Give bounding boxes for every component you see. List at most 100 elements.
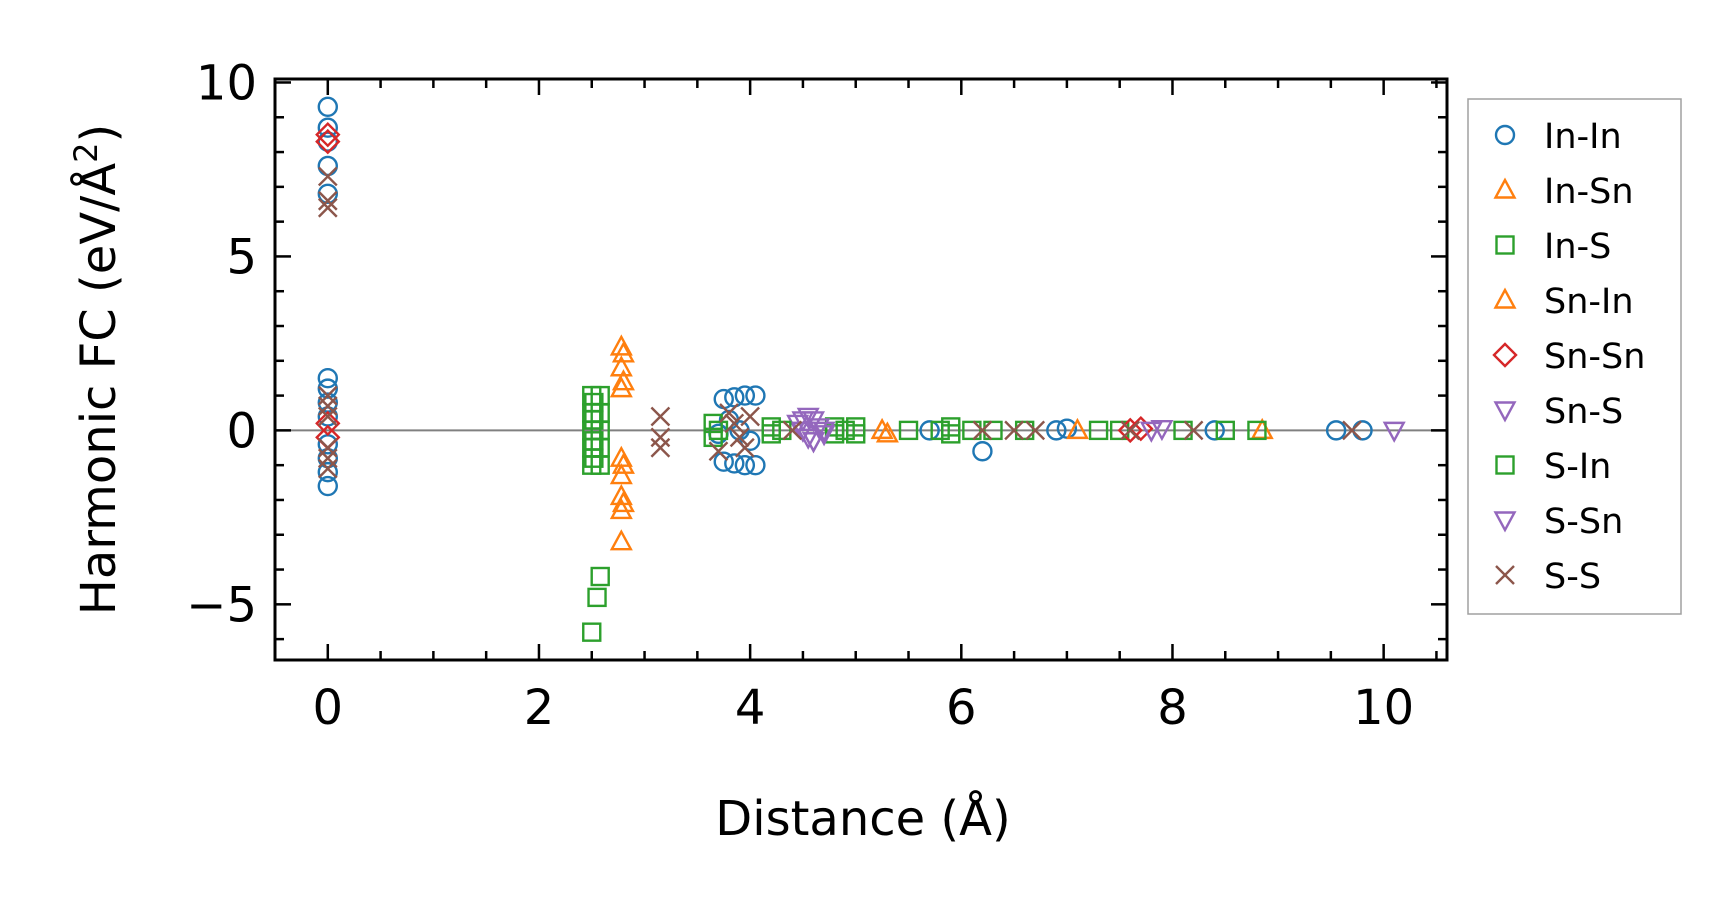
data-point bbox=[317, 461, 338, 483]
x-tick-label: 6 bbox=[946, 680, 977, 736]
data-point bbox=[972, 441, 993, 462]
legend-entry: In-S bbox=[1495, 227, 1611, 267]
data-point bbox=[772, 420, 792, 441]
legend-label: S-Sn bbox=[1544, 502, 1623, 542]
legend-marker bbox=[1494, 124, 1516, 146]
y-axis-label-main: Harmonic FC (eV/Å bbox=[70, 163, 127, 616]
data-point bbox=[1088, 420, 1109, 441]
legend-label: Sn-S bbox=[1544, 392, 1623, 432]
data-point bbox=[317, 378, 338, 399]
data-point bbox=[1247, 420, 1267, 441]
legend-entry: S-In bbox=[1495, 447, 1611, 487]
legend-entry: S-Sn bbox=[1493, 502, 1623, 542]
data-point bbox=[724, 453, 745, 474]
data-point bbox=[317, 406, 338, 427]
data-point bbox=[1109, 420, 1130, 441]
data-point bbox=[317, 96, 338, 118]
series-sn-sn bbox=[315, 121, 1154, 451]
data-point bbox=[919, 420, 940, 441]
data-point bbox=[734, 385, 756, 406]
data-point bbox=[729, 427, 750, 448]
legend-entry: Sn-S bbox=[1493, 392, 1623, 432]
data-point bbox=[796, 407, 820, 429]
x-tick-label: 8 bbox=[1157, 680, 1188, 736]
data-point bbox=[1128, 415, 1154, 442]
legend-label: Sn-In bbox=[1544, 282, 1634, 322]
y-axis-label-suffix: ) bbox=[71, 124, 127, 143]
plot-area: 0 2 4 6 8 10 −5 0 5 10 Distance (Å) Harmonic FC (eV… bbox=[67, 55, 1449, 847]
data-point bbox=[611, 369, 635, 391]
data-point bbox=[317, 458, 338, 479]
data-point bbox=[609, 497, 633, 520]
data-point bbox=[786, 414, 810, 436]
legend-entry: In-Sn bbox=[1493, 172, 1634, 212]
legend-marker bbox=[1495, 565, 1515, 585]
y-tick-label: 0 bbox=[226, 403, 257, 459]
data-point bbox=[611, 341, 635, 363]
data-point bbox=[719, 403, 739, 423]
data-point bbox=[761, 424, 781, 444]
data-point bbox=[941, 424, 961, 444]
data-point bbox=[650, 437, 671, 458]
legend-label: In-Sn bbox=[1544, 172, 1634, 212]
data-point bbox=[1025, 420, 1046, 441]
data-point bbox=[1014, 420, 1035, 441]
legend-marker bbox=[1493, 177, 1517, 199]
data-point bbox=[609, 334, 633, 356]
data-point bbox=[724, 413, 745, 434]
series-s-sn bbox=[791, 411, 1163, 454]
data-point bbox=[782, 420, 803, 441]
legend-label: Sn-Sn bbox=[1544, 337, 1645, 377]
legend-marker bbox=[1495, 235, 1515, 255]
x-tick-label: 0 bbox=[313, 680, 344, 736]
series-s-s bbox=[317, 166, 1362, 479]
data-point bbox=[734, 454, 756, 476]
data-point bbox=[703, 413, 723, 434]
legend-marker bbox=[1493, 287, 1517, 309]
data-point bbox=[1204, 420, 1225, 441]
data-point bbox=[587, 587, 607, 608]
legend-entry: Sn-In bbox=[1493, 282, 1634, 322]
data-point bbox=[315, 410, 341, 437]
legend-label: S-In bbox=[1544, 447, 1611, 487]
legend-marker bbox=[1495, 455, 1515, 475]
data-point bbox=[962, 420, 982, 441]
data-point bbox=[1046, 420, 1067, 441]
data-point bbox=[315, 128, 341, 155]
data-point bbox=[317, 183, 338, 205]
data-point bbox=[317, 190, 338, 211]
x-tick-label: 10 bbox=[1353, 680, 1414, 736]
data-point bbox=[650, 406, 671, 427]
x-tick-label: 4 bbox=[735, 680, 766, 736]
data-point bbox=[791, 421, 815, 443]
data-point bbox=[584, 410, 604, 430]
data-point bbox=[590, 566, 610, 587]
data-point bbox=[317, 131, 338, 152]
data-point bbox=[317, 117, 338, 138]
data-point bbox=[317, 197, 338, 218]
data-point bbox=[729, 420, 750, 441]
legend-entry: In-In bbox=[1494, 117, 1622, 157]
legend-marker bbox=[1493, 511, 1517, 533]
plot-frame bbox=[273, 77, 1449, 662]
y-axis-label-superscript: 2 bbox=[67, 142, 105, 162]
x-tick-label: 2 bbox=[524, 680, 555, 736]
data-point bbox=[317, 448, 338, 469]
series-in-s bbox=[582, 385, 1267, 642]
legend-entry: S-S bbox=[1495, 557, 1601, 597]
data-point bbox=[713, 451, 734, 472]
data-point bbox=[609, 463, 633, 485]
data-point bbox=[609, 483, 633, 506]
series-in-in bbox=[317, 96, 1373, 497]
data-point bbox=[582, 622, 602, 642]
legend-label: S-S bbox=[1544, 557, 1601, 597]
data-point bbox=[983, 420, 1003, 441]
data-point bbox=[1139, 421, 1163, 443]
y-tick-label: −5 bbox=[186, 577, 257, 633]
data-point bbox=[740, 406, 760, 427]
data-point bbox=[875, 421, 899, 443]
data-point bbox=[1325, 420, 1347, 441]
x-axis-label: Distance (Å) bbox=[715, 790, 1010, 847]
data-point bbox=[609, 529, 633, 551]
